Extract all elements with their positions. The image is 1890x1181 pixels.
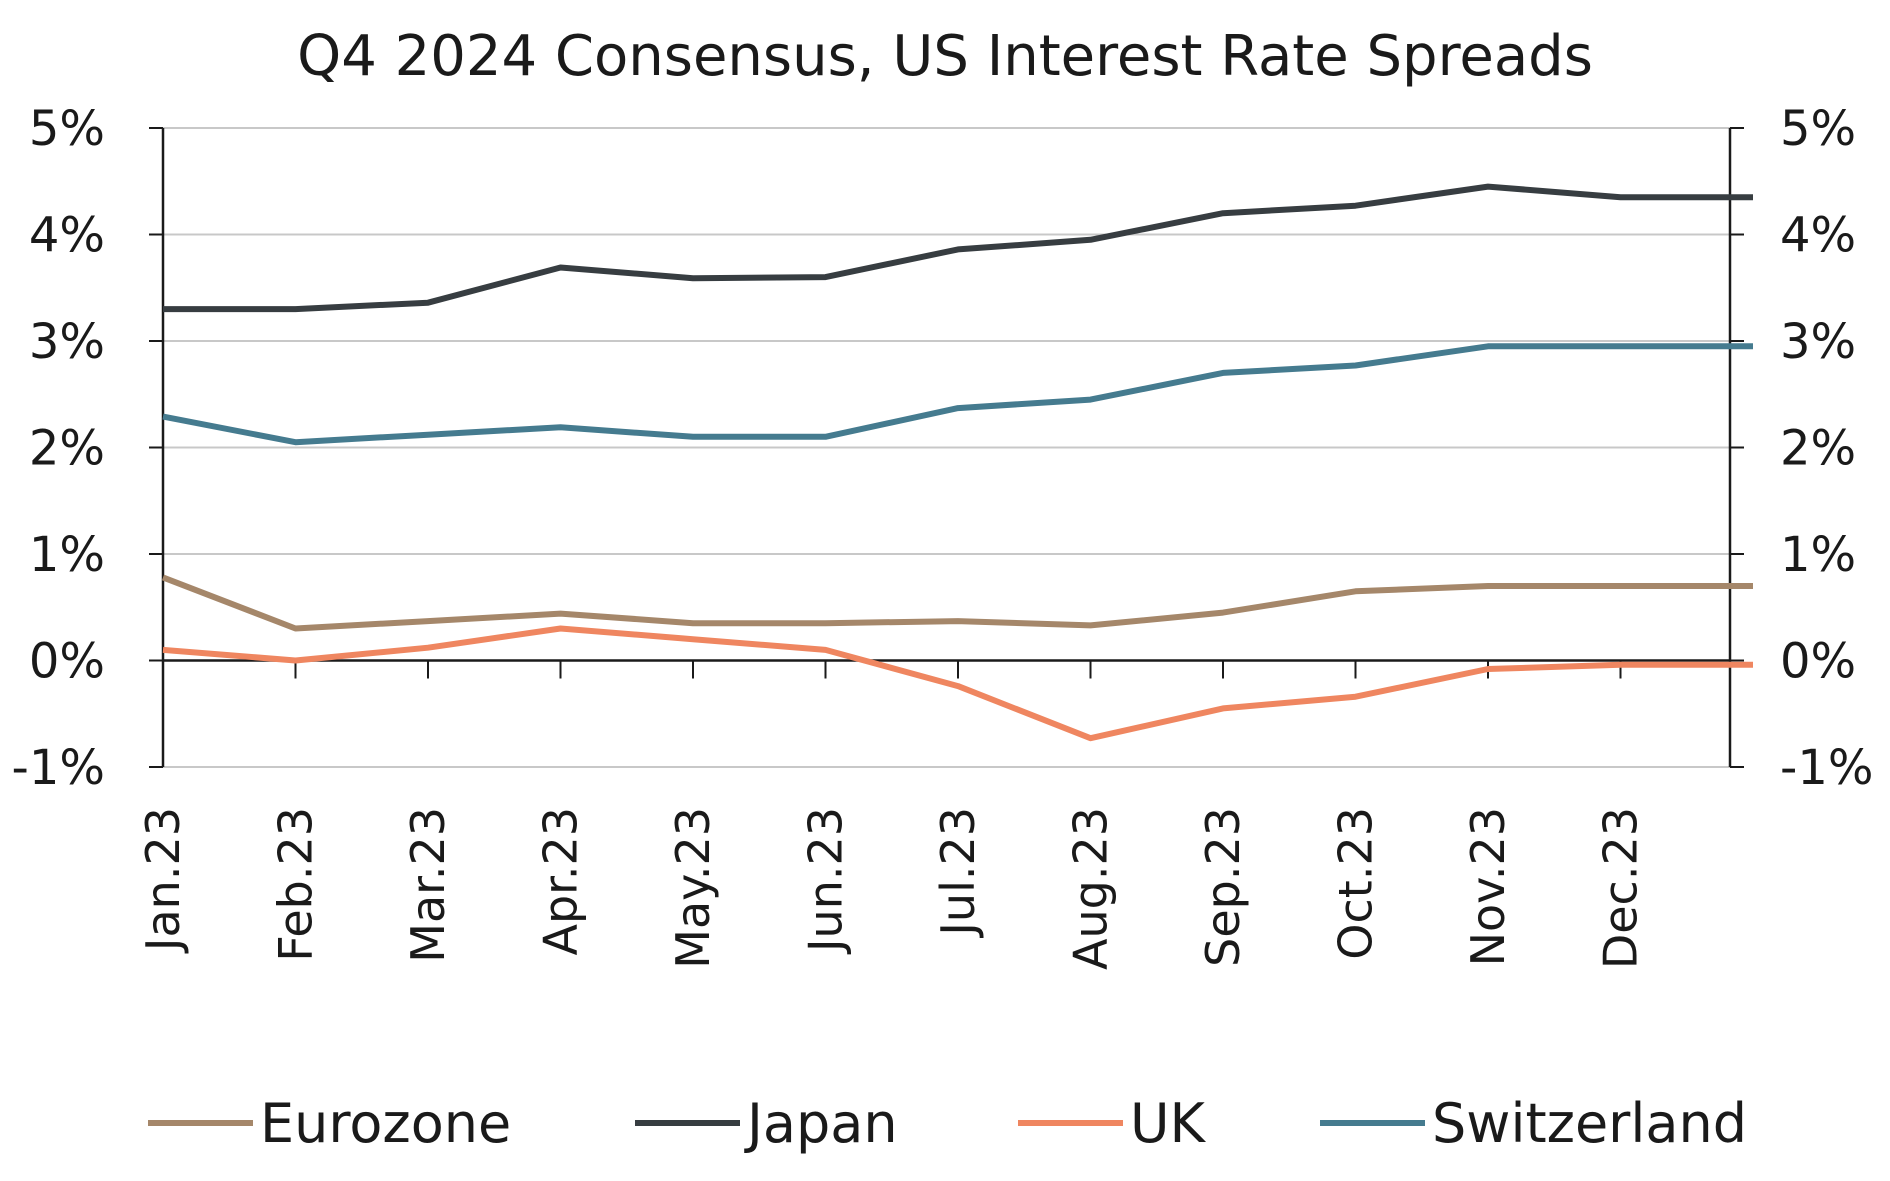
x-tick-label: Aug.23 xyxy=(1064,807,1118,970)
y-tick-label: 3% xyxy=(29,314,105,370)
y2-tick-label: 2% xyxy=(1780,421,1856,477)
y2-tick-label: -1% xyxy=(1780,740,1873,796)
y-tick-label: 0% xyxy=(29,634,105,690)
x-tick-label: Dec.23 xyxy=(1594,807,1648,969)
legend-label-uk: UK xyxy=(1130,1092,1207,1155)
series-line-japan xyxy=(163,183,1753,313)
series-line-switzerland xyxy=(162,343,1753,446)
y-tick-label: 1% xyxy=(29,527,105,583)
x-tick-label: Nov.23 xyxy=(1461,807,1515,966)
x-tick-label: Sep.23 xyxy=(1196,807,1250,967)
x-tick-label: May.23 xyxy=(666,807,720,969)
x-tick-label: Jul.23 xyxy=(931,807,985,939)
y-tick-label: -1% xyxy=(12,740,105,796)
legend-label-eurozone: Eurozone xyxy=(260,1092,511,1155)
x-tick-label: Jan.23 xyxy=(136,807,190,954)
y2-tick-label: 3% xyxy=(1780,314,1856,370)
x-tick-label: Mar.23 xyxy=(401,807,455,963)
axes xyxy=(149,127,1744,768)
gridlines xyxy=(163,127,1730,768)
chart-title: Q4 2024 Consensus, US Interest Rate Spre… xyxy=(297,24,1593,89)
series-line-eurozone xyxy=(161,574,1753,632)
x-tick-label: Jun.23 xyxy=(799,807,853,955)
y2-tick-label: 1% xyxy=(1780,527,1856,583)
x-tick-label: Feb.23 xyxy=(269,807,323,962)
y-axis-right: -1% 0% 1% 2% 3% 4% 5% xyxy=(1780,101,1873,796)
series-lines xyxy=(161,183,1753,742)
y-tick-label: 2% xyxy=(29,421,105,477)
legend: Eurozone Japan UK Switzerland xyxy=(148,1092,1747,1155)
y-tick-label: 5% xyxy=(29,101,105,157)
x-axis: Jan.23 Feb.23 Mar.23 Apr.23 May.23 Jun.23 Jul.… xyxy=(136,807,1648,970)
legend-label-switzerland: Switzerland xyxy=(1432,1092,1747,1155)
x-tick-label: Oct.23 xyxy=(1329,807,1383,960)
legend-label-japan: Japan xyxy=(744,1092,898,1155)
y-axis-left: -1% 0% 1% 2% 3% 4% 5% xyxy=(12,101,105,796)
y2-tick-label: 4% xyxy=(1780,208,1856,264)
y-tick-label: 4% xyxy=(29,208,105,264)
y2-tick-label: 5% xyxy=(1780,101,1856,157)
series-line-uk xyxy=(162,625,1753,742)
y2-tick-label: 0% xyxy=(1780,634,1856,690)
x-tick-label: Apr.23 xyxy=(534,807,588,956)
